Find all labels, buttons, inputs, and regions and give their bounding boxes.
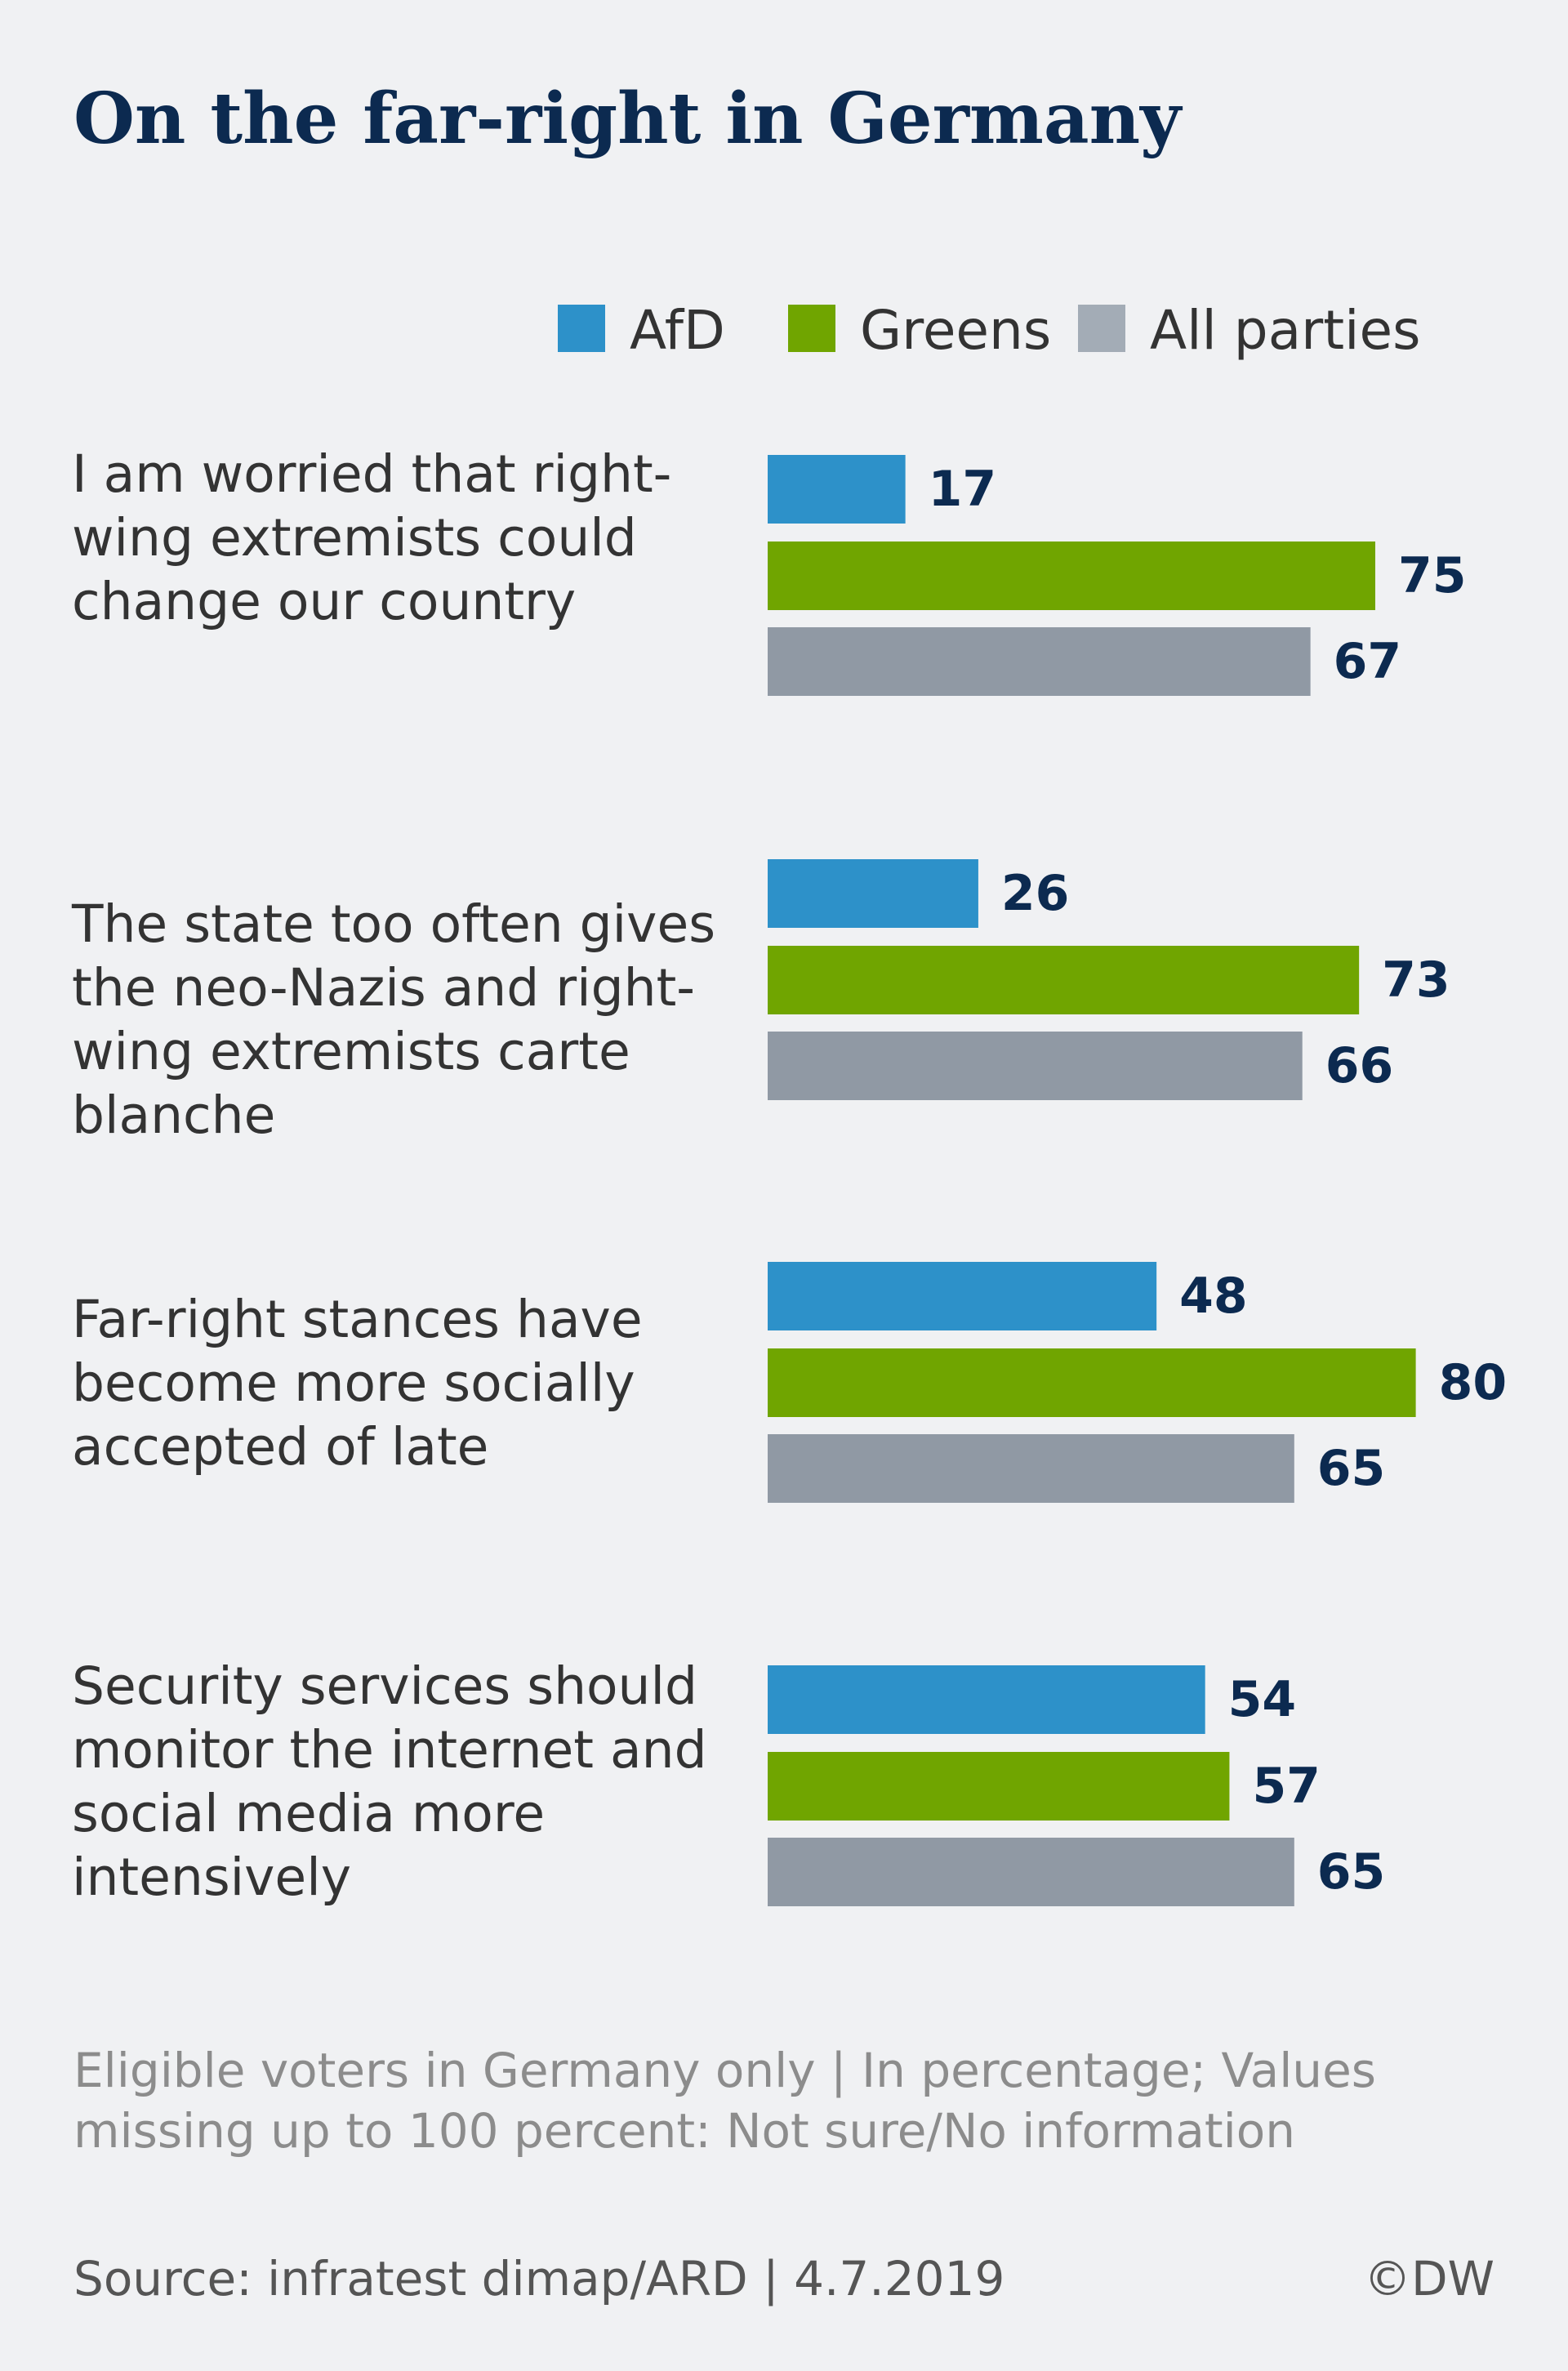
- value-label-all-parties-2: 66: [1325, 1037, 1394, 1094]
- statement-label-4: Security services should monitor the int…: [72, 1656, 707, 1907]
- legend-swatch-all-parties: [1078, 305, 1125, 352]
- bar-greens-2: [768, 946, 1360, 1014]
- bar-all-parties-3: [768, 1434, 1294, 1503]
- bar-all-parties-1: [768, 627, 1311, 696]
- source-note: Source: infratest dimap/ARD | 4.7.2019: [74, 2251, 1005, 2306]
- bar-afd-1: [768, 455, 906, 524]
- value-label-greens-3: 80: [1439, 1354, 1508, 1411]
- value-label-afd-3: 48: [1179, 1268, 1248, 1325]
- footnote: Eligible voters in Germany only | In per…: [74, 2043, 1376, 2159]
- bar-greens-1: [768, 541, 1375, 610]
- legend-label-afd: AfD: [630, 299, 725, 362]
- bar-greens-3: [768, 1348, 1416, 1417]
- value-label-all-parties-4: 65: [1317, 1843, 1386, 1901]
- legend: AfD Greens All parties: [0, 294, 1568, 368]
- statement-label-2: The state too often gives the neo-Nazis …: [72, 894, 716, 1145]
- value-label-greens-4: 57: [1252, 1758, 1321, 1815]
- legend-swatch-greens: [788, 305, 835, 352]
- bar-afd-4: [768, 1665, 1205, 1734]
- value-label-afd-2: 26: [1001, 865, 1070, 922]
- chart-title: On the far-right in Germany: [74, 78, 1182, 160]
- value-label-all-parties-1: 67: [1334, 633, 1402, 690]
- statement-label-3: Far-right stances have become more socia…: [72, 1290, 643, 1477]
- bar-afd-3: [768, 1262, 1157, 1330]
- legend-label-all-parties: All parties: [1150, 299, 1421, 362]
- bar-all-parties-2: [768, 1032, 1303, 1100]
- bar-afd-2: [768, 859, 978, 928]
- value-label-greens-2: 73: [1382, 952, 1450, 1009]
- bar-all-parties-4: [768, 1838, 1294, 1906]
- legend-swatch-afd: [558, 305, 605, 352]
- value-label-greens-1: 75: [1398, 547, 1467, 604]
- value-label-all-parties-3: 65: [1317, 1440, 1386, 1497]
- credit: ©DW: [1363, 2251, 1494, 2306]
- bar-greens-4: [768, 1752, 1230, 1821]
- statement-label-1: I am worried that right-wing extremists …: [72, 444, 672, 631]
- value-label-afd-4: 54: [1228, 1671, 1297, 1728]
- value-label-afd-1: 17: [929, 461, 997, 518]
- legend-label-greens: Greens: [860, 299, 1052, 362]
